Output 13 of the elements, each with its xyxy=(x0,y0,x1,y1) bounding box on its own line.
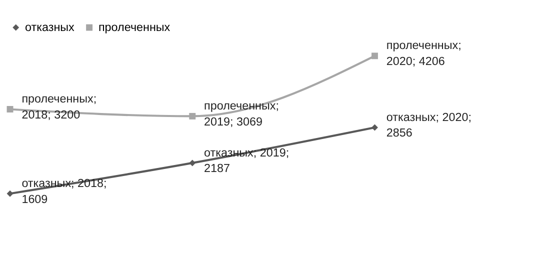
point xyxy=(6,190,14,197)
legend-label: отказных xyxy=(25,20,75,34)
point xyxy=(371,52,378,60)
point xyxy=(371,124,378,131)
legend-label: пролеченных xyxy=(98,20,170,34)
point xyxy=(6,106,14,112)
data-label: пролеченных; 2020; 4206 xyxy=(386,39,462,68)
point xyxy=(189,112,196,120)
data-label: пролеченных; 2019; 3069 xyxy=(204,100,279,128)
data-label: отказных; 2018; 1609 xyxy=(22,176,107,206)
point xyxy=(189,160,196,166)
data-label: пролеченных; 2018; 3200 xyxy=(22,92,97,122)
data-label: отказных; 2020; 2856 xyxy=(386,110,472,140)
